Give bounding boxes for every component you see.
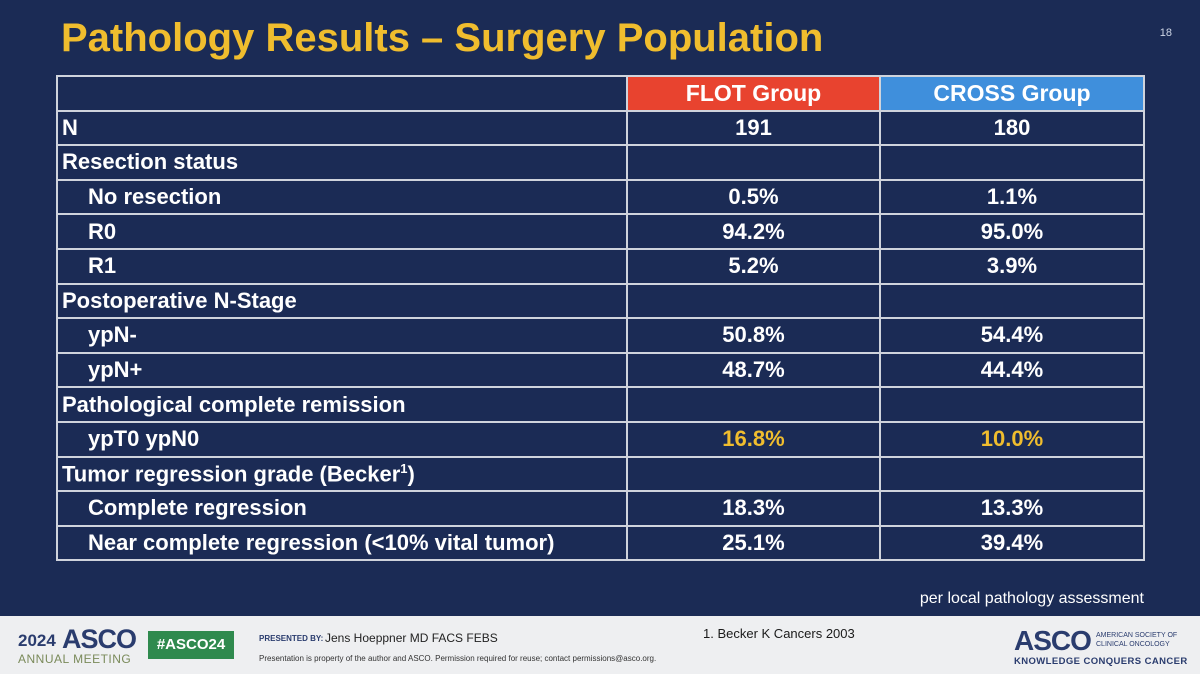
meeting-logo-annual: ANNUAL MEETING <box>18 652 132 666</box>
row-label: ypT0 ypN0 <box>56 420 628 458</box>
permission-notice: Presentation is property of the author a… <box>259 654 657 663</box>
section-label-text: Tumor regression grade (Becker <box>62 460 401 486</box>
section-label: Resection status <box>56 144 628 181</box>
society-name: AMERICAN SOCIETY OF CLINICAL ONCOLOGY <box>1096 631 1186 649</box>
section-label: Tumor regression grade (Becker1) <box>56 455 628 493</box>
flot-value <box>626 455 881 493</box>
flot-value: 25.1% <box>626 524 881 562</box>
table-row: ypN+ 48.7% 44.4% <box>56 351 1145 389</box>
row-label: No resection <box>56 178 628 216</box>
cross-value <box>879 386 1145 423</box>
flot-value: 50.8% <box>626 317 881 354</box>
section-label-end: ) <box>407 460 415 486</box>
row-label: Complete regression <box>56 490 628 527</box>
flot-value: 191 <box>626 109 881 147</box>
section-label: Pathological complete remission <box>56 386 628 423</box>
table-row: ypN- 50.8% 54.4% <box>56 317 1145 354</box>
row-label: R1 <box>56 247 628 285</box>
cross-value-highlighted: 10.0% <box>879 420 1145 458</box>
table-header-row: FLOT Group CROSS Group <box>56 75 1145 112</box>
reference-citation: 1. Becker K Cancers 2003 <box>703 626 855 641</box>
flot-value: 94.2% <box>626 213 881 250</box>
society-line: CLINICAL ONCOLOGY <box>1096 641 1170 648</box>
section-label: Postoperative N-Stage <box>56 282 628 320</box>
assessment-note: per local pathology assessment <box>919 590 1144 607</box>
asco-tagline: KNOWLEDGE CONQUERS CANCER <box>1014 656 1188 667</box>
cross-value: 95.0% <box>879 213 1145 250</box>
meeting-logo-year: 2024 <box>18 631 56 650</box>
cross-value: 180 <box>879 109 1145 147</box>
slide-number: 18 <box>1159 27 1172 39</box>
pathology-results-table: FLOT Group CROSS Group N 191 180 Resecti… <box>56 75 1145 562</box>
row-label: ypN+ <box>56 351 628 389</box>
row-label: Near complete regression (<10% vital tum… <box>56 524 628 562</box>
slide: Pathology Results – Surgery Population 1… <box>56 16 1172 607</box>
table-row: No resection 0.5% 1.1% <box>56 178 1145 216</box>
flot-value: 0.5% <box>626 178 881 216</box>
table-row: Complete regression 18.3% 13.3% <box>56 490 1145 527</box>
table-row: Postoperative N-Stage <box>56 282 1145 320</box>
table-row: N 191 180 <box>56 109 1145 147</box>
cross-value: 39.4% <box>879 524 1145 562</box>
presenter-name: Jens Hoeppner MD FACS FEBS <box>325 631 498 645</box>
footnote-marker: 1 <box>400 460 408 476</box>
asco-logo: ASCO <box>1014 625 1092 656</box>
flot-value <box>626 282 881 320</box>
slide-title: Pathology Results – Surgery Population <box>61 16 824 60</box>
flot-value: 48.7% <box>626 351 881 389</box>
table-corner-cell <box>56 75 628 112</box>
cross-value: 3.9% <box>879 247 1145 285</box>
row-label: R0 <box>56 213 628 250</box>
cross-value <box>879 455 1145 493</box>
cross-value: 54.4% <box>879 317 1145 354</box>
table-row: Pathological complete remission <box>56 386 1145 423</box>
flot-value: 18.3% <box>626 490 881 527</box>
table-row: Near complete regression (<10% vital tum… <box>56 524 1145 562</box>
row-label: ypN- <box>56 317 628 354</box>
table-row: R0 94.2% 95.0% <box>56 213 1145 250</box>
cross-value: 44.4% <box>879 351 1145 389</box>
flot-value <box>626 386 881 423</box>
table-row: R1 5.2% 3.9% <box>56 247 1145 285</box>
presented-by-label: PRESENTED BY: <box>259 634 324 643</box>
meeting-logo-asco: ASCO <box>62 624 137 654</box>
society-line: AMERICAN SOCIETY OF <box>1096 632 1178 639</box>
flot-value <box>626 144 881 181</box>
cross-value <box>879 144 1145 181</box>
hashtag-badge: #ASCO24 <box>148 631 234 659</box>
table-row: ypT0 ypN0 16.8% 10.0% <box>56 420 1145 458</box>
flot-value-highlighted: 16.8% <box>626 420 881 458</box>
flot-value: 5.2% <box>626 247 881 285</box>
cross-value: 1.1% <box>879 178 1145 216</box>
cross-value <box>879 282 1145 320</box>
cross-group-header: CROSS Group <box>879 75 1145 112</box>
table-row: Resection status <box>56 144 1145 181</box>
cross-value: 13.3% <box>879 490 1145 527</box>
table-row: Tumor regression grade (Becker1) <box>56 455 1145 493</box>
row-label: N <box>56 109 628 147</box>
flot-group-header: FLOT Group <box>626 75 881 112</box>
